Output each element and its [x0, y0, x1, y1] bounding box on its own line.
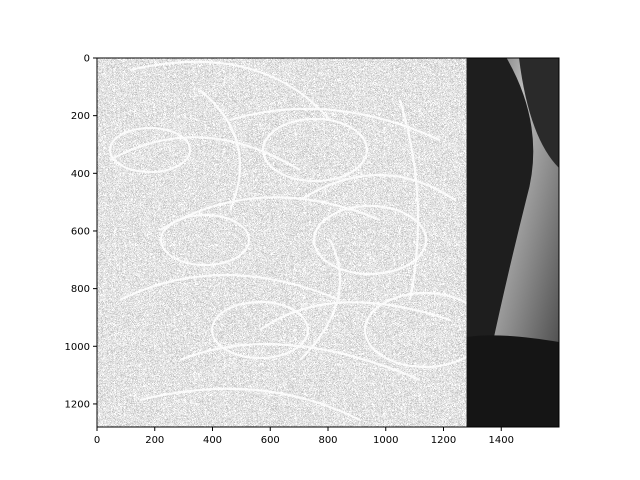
edge-swirl	[159, 213, 251, 267]
edge-swirl	[299, 173, 456, 201]
y-tick-label: 0	[84, 54, 90, 65]
y-tick-label: 1200	[65, 399, 90, 410]
edge-swirl	[261, 117, 369, 183]
y-tick-label: 600	[71, 226, 90, 237]
photo-silhouette	[466, 58, 559, 427]
y-tick-label: 200	[71, 111, 90, 122]
edge-swirl	[199, 89, 242, 211]
x-tick-label: 800	[318, 435, 337, 446]
x-tick-label: 600	[261, 435, 280, 446]
y-axis: 0 200 400 600 800 1000 1200	[65, 54, 97, 410]
edge-swirl	[398, 99, 420, 301]
edge-swirl	[312, 204, 428, 276]
edge-swirl	[259, 301, 451, 331]
x-tick-label: 200	[145, 435, 164, 446]
edge-swirl	[229, 107, 441, 142]
edge-texture-image	[97, 58, 467, 427]
edge-swirl	[299, 239, 342, 361]
edge-swirl	[109, 136, 301, 171]
photo-shadow-shape	[519, 58, 559, 168]
edge-swirl	[119, 273, 341, 302]
edge-swirl	[129, 60, 331, 121]
photo-shadow-shape	[466, 58, 534, 348]
x-tick-label: 1200	[431, 435, 456, 446]
x-tick-label: 1000	[373, 435, 398, 446]
x-tick-label: 400	[203, 435, 222, 446]
edge-swirl-lines	[108, 60, 487, 421]
photo-shadow-shape	[466, 335, 559, 427]
y-tick-label: 800	[71, 284, 90, 295]
x-tick-label: 0	[94, 435, 100, 446]
x-axis: 0 200 400 600 800 1000 1200 1400	[94, 427, 514, 446]
edge-swirl	[210, 300, 310, 360]
y-tick-label: 1000	[65, 342, 90, 353]
edge-swirl	[179, 342, 421, 382]
edge-swirl	[139, 387, 361, 421]
y-tick-label: 400	[71, 169, 90, 180]
edge-swirl	[108, 126, 192, 174]
plot-area	[97, 58, 559, 427]
x-tick-label: 1400	[489, 435, 514, 446]
